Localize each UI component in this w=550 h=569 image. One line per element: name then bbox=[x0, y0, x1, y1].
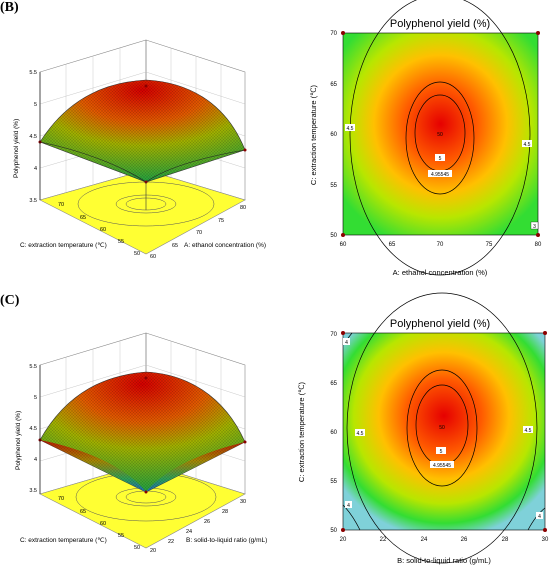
cxtick-c-5: 30 bbox=[542, 537, 549, 543]
clabel-c-1: 4.5 bbox=[357, 431, 364, 437]
xtick-b-4: 80 bbox=[240, 205, 246, 211]
cytick-b-4: 70 bbox=[330, 31, 337, 37]
clabel-c-7: 4 bbox=[538, 514, 541, 520]
ztick-b-1: 4 bbox=[34, 166, 37, 172]
contour-line-c-45 bbox=[346, 292, 538, 564]
xtick-b-1: 65 bbox=[172, 243, 178, 249]
contour-line-c-4-bl bbox=[342, 504, 361, 531]
contour-line-b-45 bbox=[349, 0, 531, 276]
clabel-b-0: 4.5 bbox=[347, 126, 354, 132]
cxtick-c-3: 26 bbox=[461, 537, 468, 543]
xtick-c-5: 30 bbox=[240, 499, 246, 505]
ytick-b-0: 50 bbox=[134, 251, 140, 257]
xtick-b-0: 60 bbox=[150, 254, 156, 260]
cxtick-c-2: 24 bbox=[421, 537, 428, 543]
clabel-c-4: 4.95545 bbox=[433, 463, 451, 469]
cxtick-b-3: 75 bbox=[486, 242, 493, 248]
cytick-c-0: 50 bbox=[330, 528, 337, 534]
ztick-b-4: 5.5 bbox=[29, 70, 37, 76]
zlabel-c: Polyphenol yield (%) bbox=[15, 411, 22, 470]
xtick-c-3: 26 bbox=[204, 519, 210, 525]
contour-title-c: Polyphenol yield (%) bbox=[390, 318, 490, 330]
cytick-b-1: 55 bbox=[330, 183, 337, 189]
cxtick-c-0: 20 bbox=[340, 537, 347, 543]
cxtick-b-4: 80 bbox=[535, 242, 542, 248]
ztick-c-3: 5 bbox=[34, 395, 37, 401]
clabel-b-3: 4.95545 bbox=[431, 172, 449, 178]
ytick-c-4: 70 bbox=[58, 496, 64, 502]
contour-line-c-495 bbox=[406, 369, 478, 487]
ztick-c-2: 4.5 bbox=[29, 426, 37, 432]
contour-xlabel-c: B: solid-to-liquid ratio (g/mL) bbox=[397, 556, 491, 565]
ztick-c-0: 3.5 bbox=[29, 488, 37, 494]
ytick-b-1: 55 bbox=[118, 239, 124, 245]
cytick-b-3: 65 bbox=[330, 82, 337, 88]
contour-xlabel-b: A: ethanol concentration (%) bbox=[393, 268, 488, 277]
contour-ylabel-c: C: extraction temperature (℃) bbox=[297, 381, 306, 482]
ztick-c-1: 4 bbox=[34, 457, 37, 463]
ztick-b-0: 3.5 bbox=[29, 198, 37, 204]
clabel-b-4: 50 bbox=[437, 132, 443, 138]
cxtick-c-1: 22 bbox=[380, 537, 387, 543]
xlabel-c: B: solid-to-liquid ratio (g/mL) bbox=[186, 537, 267, 544]
ztick-b-3: 5 bbox=[34, 102, 37, 108]
clabel-c-3: 5 bbox=[440, 449, 443, 455]
surface-plot-c: 3.5 4 4.5 5 5.5 Polyphenol yield (%) 70 … bbox=[15, 332, 267, 554]
cytick-c-3: 65 bbox=[330, 381, 337, 387]
ztick-c-4: 5.5 bbox=[29, 364, 37, 370]
panel-label-c: (C) bbox=[0, 293, 20, 308]
clabel-c-6: 4 bbox=[347, 503, 350, 509]
xtick-c-0: 20 bbox=[150, 548, 156, 554]
xtick-b-3: 75 bbox=[218, 218, 224, 224]
xlabel-b: A: ethanol concentration (%) bbox=[184, 242, 266, 249]
contour-plot-b: Polyphenol yield (%) 4.5 4.5 5 4.95545 5… bbox=[309, 0, 542, 277]
contour-field-b bbox=[342, 32, 539, 236]
ytick-b-3: 65 bbox=[80, 215, 86, 221]
surface-plot-b: 3.5 4 4.5 5 5.5 Polyphenol yield (%) 70 … bbox=[13, 39, 266, 260]
clabel-c-2: 4.5 bbox=[525, 428, 532, 434]
ylabel-c: C: extraction temperature (℃) bbox=[20, 537, 107, 544]
contour-ylabel-b: C: extraction temperature (℃) bbox=[309, 84, 318, 185]
ytick-b-4: 70 bbox=[58, 202, 64, 208]
contour-plot-c: Polyphenol yield (%) 4 4.5 4.5 5 4.95545… bbox=[297, 292, 549, 565]
cytick-b-0: 50 bbox=[330, 233, 337, 239]
clabel-b-5: 3 bbox=[533, 224, 536, 230]
ytick-c-2: 60 bbox=[100, 521, 106, 527]
panel-label-b: (B) bbox=[0, 0, 19, 15]
contour-field-c bbox=[342, 332, 546, 531]
contour-title-b: Polyphenol yield (%) bbox=[390, 18, 490, 30]
cytick-c-2: 60 bbox=[330, 430, 337, 436]
cxtick-c-4: 28 bbox=[502, 537, 509, 543]
cytick-c-4: 70 bbox=[330, 332, 337, 338]
xtick-c-4: 28 bbox=[222, 509, 228, 515]
xtick-b-2: 70 bbox=[196, 230, 202, 236]
ytick-c-1: 55 bbox=[118, 533, 124, 539]
ztick-b-2: 4.5 bbox=[29, 134, 37, 140]
ytick-c-3: 65 bbox=[80, 509, 86, 515]
xtick-c-2: 24 bbox=[186, 529, 192, 535]
ylabel-b: C: extraction temperature (℃) bbox=[20, 242, 107, 249]
cxtick-b-2: 70 bbox=[437, 242, 444, 248]
clabel-c-5: 50 bbox=[439, 425, 445, 431]
ytick-c-0: 50 bbox=[134, 545, 140, 551]
clabel-b-2: 5 bbox=[439, 156, 442, 162]
cxtick-b-1: 65 bbox=[389, 242, 396, 248]
cxtick-b-0: 60 bbox=[340, 242, 347, 248]
zlabel-b: Polyphenol yield (%) bbox=[13, 119, 20, 178]
cytick-c-1: 55 bbox=[330, 479, 337, 485]
ytick-b-2: 60 bbox=[100, 227, 106, 233]
cytick-b-2: 60 bbox=[330, 132, 337, 138]
clabel-b-1: 4.5 bbox=[524, 142, 531, 148]
clabel-c-0: 4 bbox=[345, 340, 348, 346]
contour-line-b-495 bbox=[405, 81, 475, 195]
xtick-c-1: 22 bbox=[168, 539, 174, 545]
